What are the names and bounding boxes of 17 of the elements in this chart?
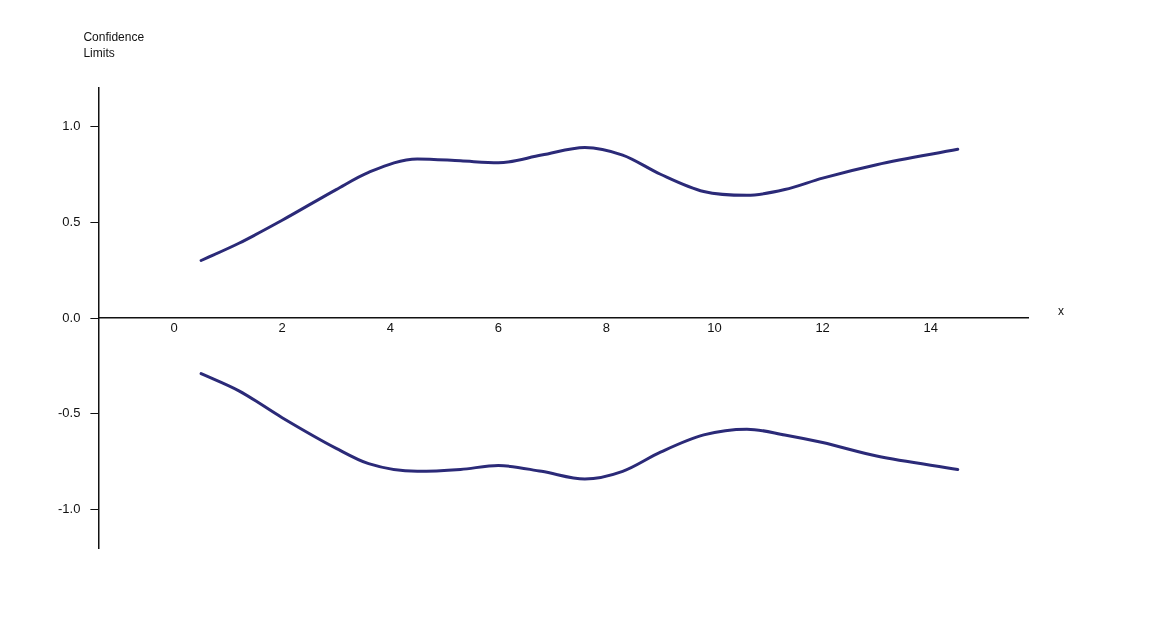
line-series — [199, 372, 960, 481]
y-tick-label: 1.0 — [62, 117, 81, 133]
x-axis-title: x — [1058, 304, 1064, 319]
x-tick-label: 10 — [707, 320, 722, 336]
x-tick-label: 0 — [170, 320, 178, 336]
x-tick-label: 8 — [602, 320, 611, 336]
y-tick-label: -0.5 — [57, 405, 81, 421]
y-axis-title: Confidence Limits — [83, 30, 145, 61]
y-tick-label: 0.5 — [62, 213, 81, 229]
x-tick-label: 2 — [278, 320, 286, 336]
x-tick-label: 6 — [494, 320, 502, 336]
y-tick-label: -1.0 — [57, 501, 81, 517]
y-tick-label: 0.0 — [62, 309, 81, 325]
x-tick-label: 12 — [815, 320, 830, 336]
x-tick-label: 4 — [386, 320, 394, 336]
x-tick-label: 14 — [923, 320, 938, 336]
line-series — [199, 145, 960, 262]
